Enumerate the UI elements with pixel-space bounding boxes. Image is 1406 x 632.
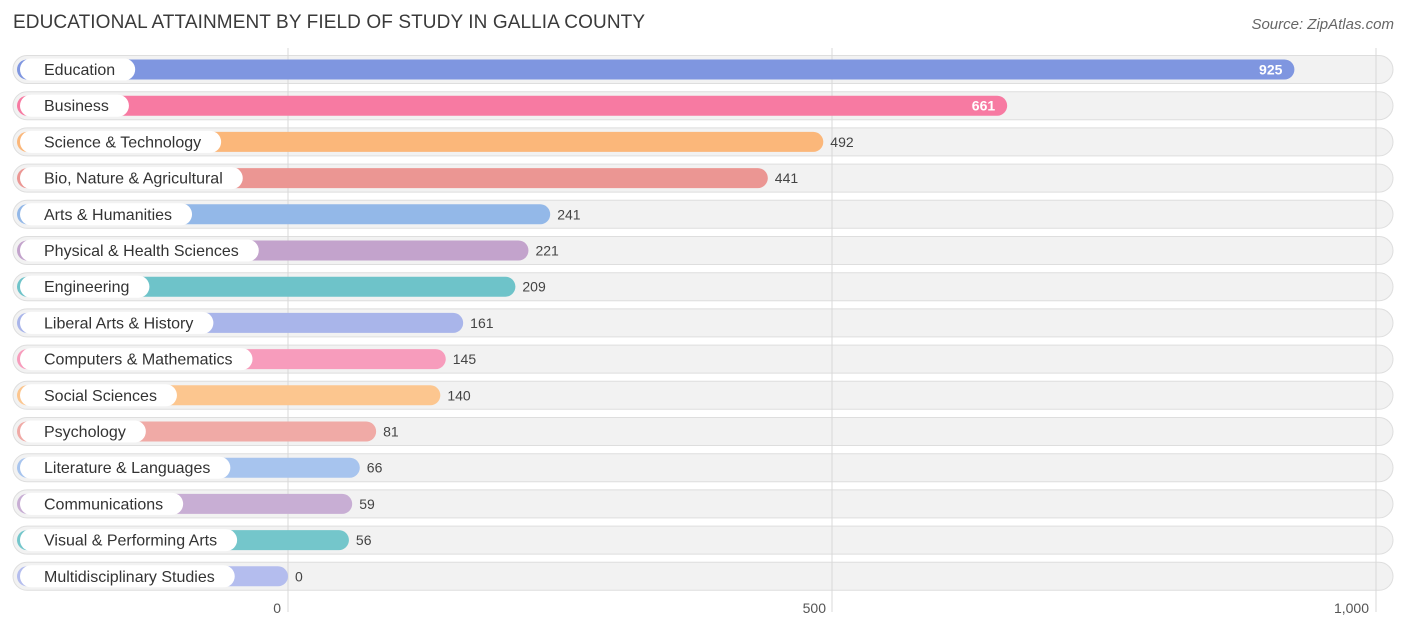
category-label: Physical & Health Sciences (44, 243, 239, 260)
tick-label-1: 500 (803, 600, 827, 616)
value-label: 925 (1259, 62, 1283, 78)
category-label-pill (20, 420, 146, 443)
row-background (12, 453, 1394, 483)
category-label: Arts & Humanities (44, 207, 172, 224)
category-label-pill (20, 94, 129, 117)
value-label: 221 (535, 243, 559, 259)
value-label: 66 (367, 460, 383, 476)
category-label: Business (44, 98, 109, 115)
tick-label-0: 0 (273, 600, 281, 616)
category-label-pill (20, 456, 231, 479)
value-label: 661 (972, 98, 996, 114)
category-label-pill (20, 384, 177, 407)
category-label: Multidisciplinary Studies (44, 569, 215, 586)
value-label: 209 (522, 279, 546, 295)
category-label-pill (20, 239, 259, 262)
category-label-pill (20, 565, 235, 588)
category-label-pill (20, 167, 243, 190)
value-label: 81 (383, 424, 399, 440)
category-label: Liberal Arts & History (44, 315, 193, 332)
value-label: 59 (359, 496, 375, 512)
row-background (12, 489, 1394, 519)
category-label: Psychology (44, 424, 126, 441)
category-label: Literature & Languages (44, 460, 210, 477)
value-label: 441 (775, 170, 799, 186)
row-background (12, 561, 1394, 591)
category-label-pill (20, 311, 214, 334)
category-label-pill (20, 130, 222, 153)
category-label: Education (44, 62, 115, 79)
category-label: Engineering (44, 279, 129, 296)
axis-ticks: 0 500 1,000 (273, 600, 1369, 616)
value-label: 145 (453, 351, 477, 367)
category-label: Bio, Nature & Agricultural (44, 171, 223, 188)
chart-title: EDUCATIONAL ATTAINMENT BY FIELD OF STUDY… (13, 12, 646, 33)
value-label: 241 (557, 206, 581, 222)
category-label-pill (20, 58, 136, 81)
category-label-pill (20, 492, 184, 515)
category-label-pill (20, 203, 193, 226)
value-label: 161 (470, 315, 494, 331)
category-label: Social Sciences (44, 388, 157, 405)
category-label: Communications (44, 496, 163, 513)
bars: Education 925 Business 661 Science & Technol… (17, 58, 1295, 588)
bar (17, 59, 1295, 80)
chart-source: Source: ZipAtlas.com (1251, 16, 1394, 33)
value-label: 140 (447, 387, 471, 403)
category-label: Computers & Mathematics (44, 352, 233, 369)
value-label: 56 (356, 532, 372, 548)
value-label: 0 (295, 568, 303, 584)
row-background (12, 525, 1394, 555)
value-label: 492 (830, 134, 854, 150)
category-label-pill (20, 529, 238, 552)
category-label-pill (20, 348, 253, 371)
category-label-pill (20, 275, 150, 298)
bar (17, 95, 1008, 116)
category-label: Science & Technology (44, 134, 201, 151)
tick-label-2: 1,000 (1334, 600, 1369, 616)
category-label: Visual & Performing Arts (44, 533, 217, 550)
